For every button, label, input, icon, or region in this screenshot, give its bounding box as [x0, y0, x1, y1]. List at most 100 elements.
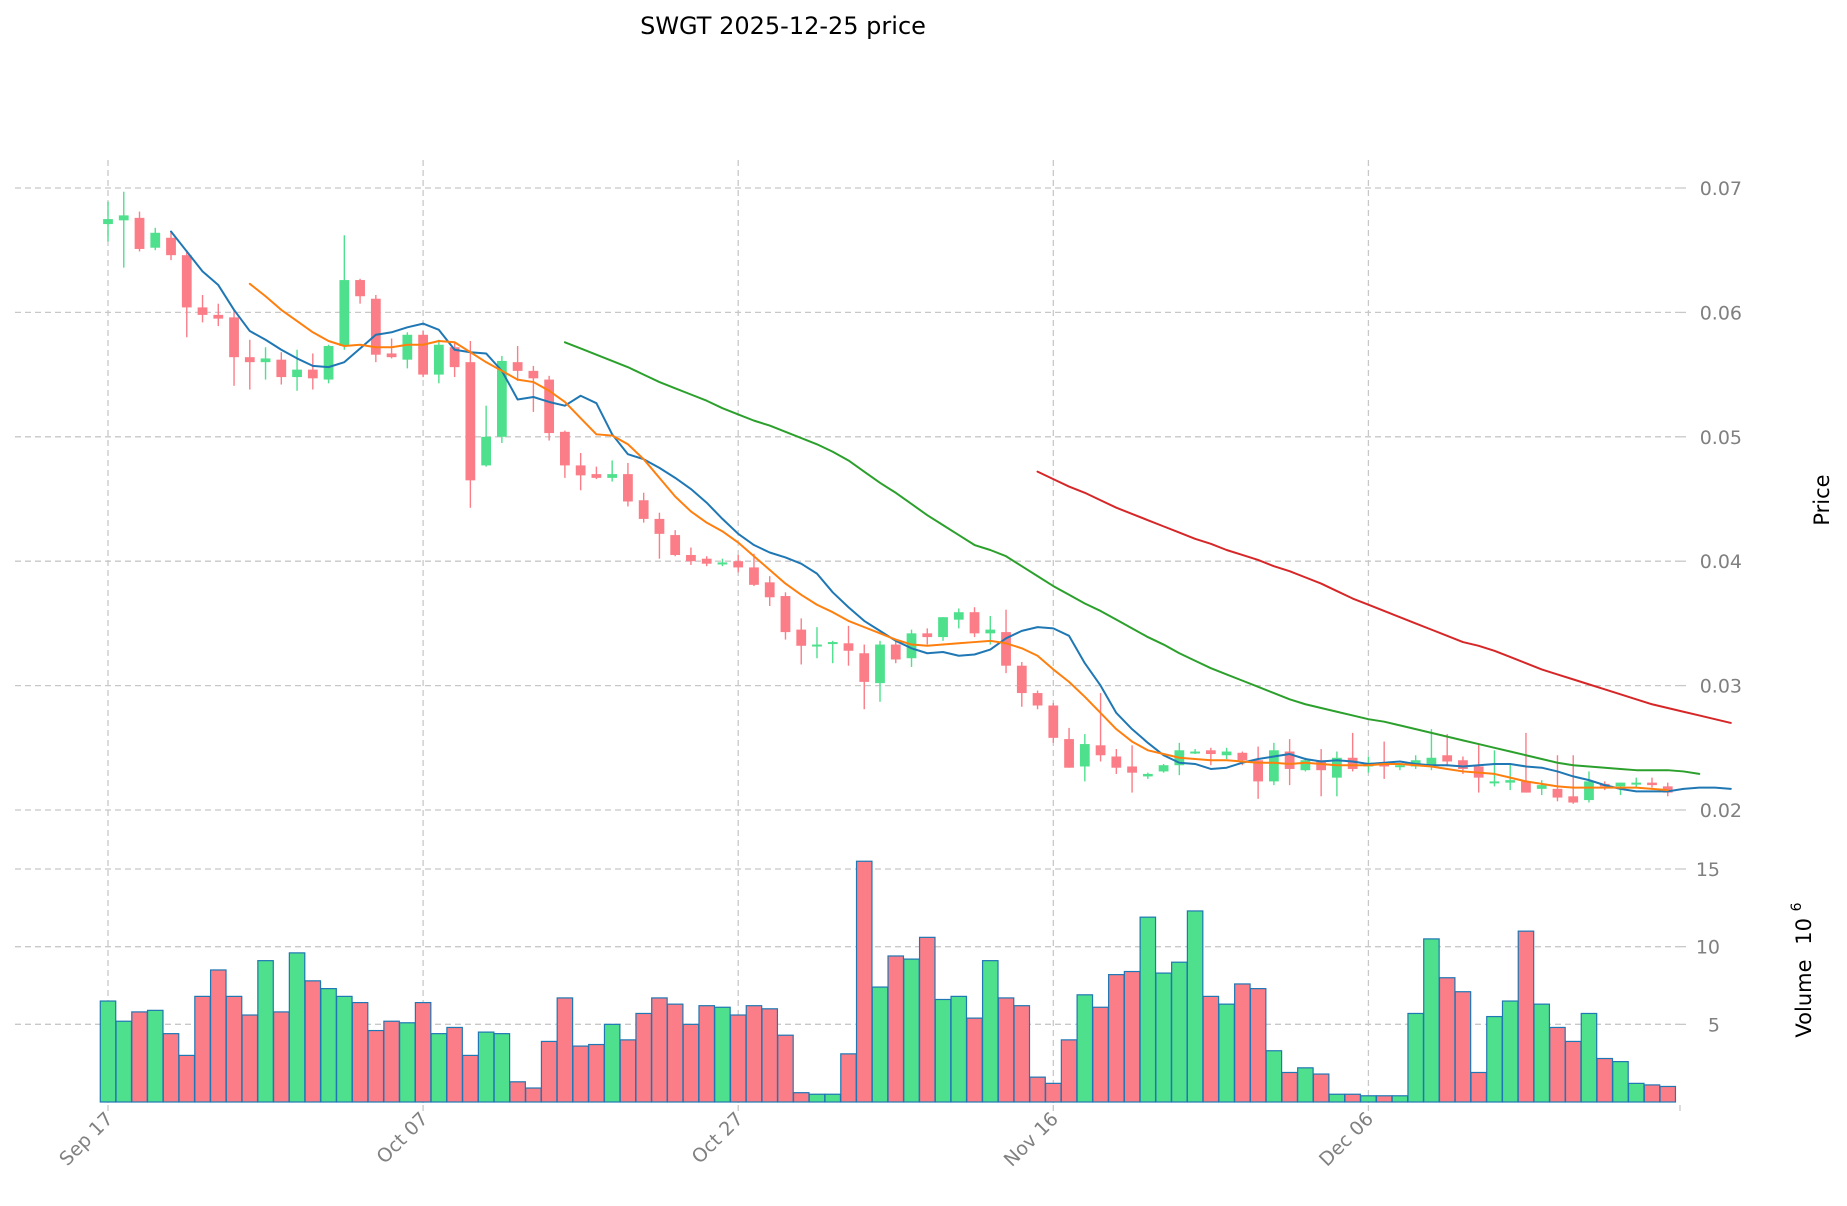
volume-bar: [1564, 1040, 1582, 1103]
volume-bar: [635, 1012, 652, 1103]
volume-bar: [761, 1008, 779, 1103]
volume-bar: [1123, 970, 1141, 1103]
volume-tick-label: 15: [1696, 859, 1720, 881]
volume-bar: [745, 1005, 763, 1103]
candle-up: [1505, 780, 1516, 783]
candle-down: [355, 280, 365, 297]
volume-bar: [1171, 961, 1188, 1103]
candle-down: [670, 535, 681, 555]
volume-bar: [1249, 988, 1267, 1103]
volume-bar: [887, 955, 905, 1103]
price-axis-label: Price: [1810, 474, 1834, 525]
candle-down: [1442, 755, 1453, 762]
candle-up: [1268, 750, 1279, 782]
candle-down: [197, 307, 208, 315]
candle-down: [181, 255, 192, 308]
candle-up: [103, 219, 113, 225]
candle-down: [449, 347, 460, 368]
volume-bar: [682, 1023, 700, 1103]
volume-bar: [1108, 974, 1125, 1103]
candle-down: [418, 334, 428, 375]
volume-bar: [1076, 994, 1094, 1103]
volume-bar: [1312, 1073, 1330, 1103]
volume-bar: [525, 1087, 542, 1103]
candle-down: [1205, 750, 1216, 755]
volume-bar: [1044, 1082, 1062, 1103]
volume-bar: [950, 995, 968, 1103]
candle-down: [1032, 693, 1043, 706]
volume-bar: [1328, 1093, 1346, 1103]
candle-up: [1426, 757, 1437, 766]
candle-up: [717, 562, 728, 565]
candle-down: [1347, 757, 1358, 769]
moving-average-line-ma30: [563, 341, 1701, 775]
candle-down: [1568, 796, 1579, 803]
candle-down: [544, 379, 555, 434]
volume-bar: [1297, 1067, 1314, 1103]
candle-up: [1300, 760, 1311, 771]
candle-down: [465, 362, 476, 481]
volume-bar: [320, 988, 337, 1103]
candle-up: [481, 436, 492, 466]
candle-up: [323, 345, 334, 380]
volume-tick-label: 10: [1696, 937, 1720, 959]
volume-bar: [1454, 991, 1472, 1103]
price-tick-label: 0.07: [1700, 178, 1742, 200]
volume-bar: [777, 1034, 794, 1103]
candle-up: [1489, 781, 1500, 784]
volume-bar: [1438, 977, 1456, 1103]
candle-down: [1552, 788, 1563, 798]
candle-down: [859, 653, 870, 682]
volume-axis-label-base: 10: [1792, 918, 1816, 945]
candle-down: [276, 359, 287, 378]
volume-bar: [1155, 972, 1172, 1103]
volume-bar: [115, 1020, 133, 1103]
candle-down: [528, 370, 539, 379]
candle-up: [118, 215, 129, 221]
volume-bar: [493, 1033, 511, 1103]
volume-bar: [1501, 1000, 1519, 1103]
volume-bar: [241, 1014, 259, 1103]
candle-up: [1079, 744, 1090, 767]
volume-bar: [1186, 910, 1204, 1103]
price-tick-label: 0.05: [1700, 427, 1742, 449]
candle-up: [1190, 751, 1200, 754]
candle-up: [496, 360, 507, 437]
volume-bar: [1060, 1039, 1078, 1103]
volume-bar: [304, 980, 322, 1103]
candle-down: [591, 474, 602, 478]
candle-down: [1647, 782, 1657, 786]
candle-down: [1521, 781, 1531, 793]
volume-bar: [1627, 1082, 1645, 1103]
price-tick-label: 0.03: [1700, 676, 1742, 698]
volume-bar: [477, 1031, 495, 1103]
volume-bar: [714, 1006, 731, 1103]
candle-up: [150, 232, 161, 248]
volume-bar: [162, 1033, 180, 1103]
candle-down: [307, 369, 318, 379]
volume-bar: [257, 960, 274, 1103]
candle-down: [1253, 760, 1264, 782]
volume-bar: [651, 997, 668, 1103]
volume-bar: [1013, 1005, 1031, 1103]
candle-down: [1237, 752, 1248, 761]
volume-bar: [619, 1039, 637, 1103]
candle-up: [1158, 765, 1169, 772]
volume-bar: [1234, 983, 1251, 1103]
moving-average-line-ma60: [1036, 470, 1732, 724]
candle-down: [560, 431, 570, 466]
candle-down: [890, 644, 901, 660]
volume-bar: [1360, 1095, 1377, 1103]
volume-bar: [146, 1009, 164, 1103]
volume-bar: [462, 1054, 479, 1103]
candle-down: [575, 465, 586, 476]
price-tick-label: 0.04: [1700, 551, 1742, 573]
volume-bar: [1596, 1057, 1614, 1103]
candle-down: [1064, 739, 1074, 768]
candle-up: [1584, 781, 1594, 801]
volume-bar: [1407, 1012, 1424, 1103]
volume-bar: [99, 1000, 117, 1103]
moving-average-line-ma7: [170, 230, 1732, 793]
volume-bar: [209, 969, 227, 1103]
volume-bar: [1659, 1085, 1677, 1103]
